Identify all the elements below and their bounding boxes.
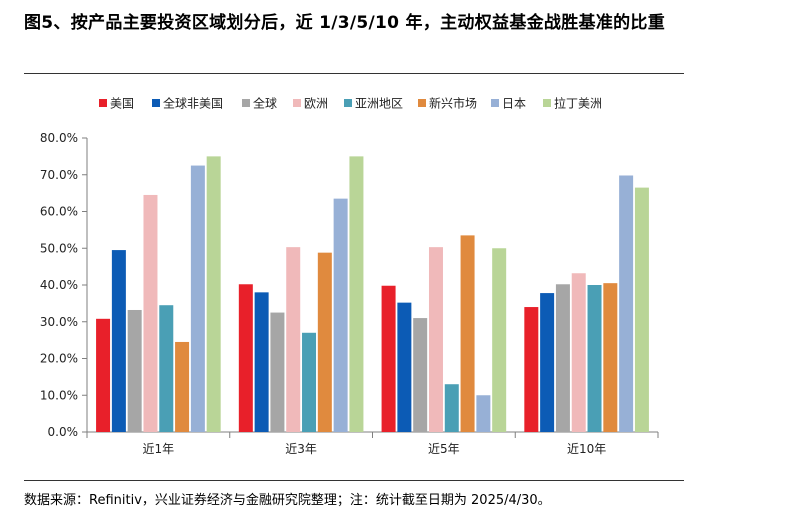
y-tick-label: 40.0% xyxy=(40,278,78,292)
x-tick-label: 近10年 xyxy=(567,442,606,456)
y-tick-label: 50.0% xyxy=(40,241,78,255)
legend-swatch xyxy=(293,99,301,107)
y-tick-label: 0.0% xyxy=(48,425,79,439)
bar xyxy=(428,247,443,432)
y-tick-label: 20.0% xyxy=(40,352,78,366)
legend-label: 拉丁美洲 xyxy=(554,96,602,111)
legend-swatch xyxy=(543,99,551,107)
bar xyxy=(143,194,158,432)
x-tick-label: 近3年 xyxy=(285,442,317,456)
bar xyxy=(619,175,634,433)
legend-label: 亚洲地区 xyxy=(355,97,403,111)
legend-label: 新兴市场 xyxy=(429,96,477,111)
x-tick-label: 近1年 xyxy=(143,442,175,456)
bar xyxy=(397,302,412,432)
legend-label: 日本 xyxy=(502,97,526,111)
bar xyxy=(206,156,221,432)
legend-label: 美国 xyxy=(110,97,134,111)
bar xyxy=(254,292,269,432)
y-tick-label: 60.0% xyxy=(40,205,78,219)
bar xyxy=(159,305,174,432)
bar xyxy=(460,235,475,432)
bar xyxy=(190,165,205,432)
bar xyxy=(302,332,317,432)
bar xyxy=(111,250,126,432)
bar-chart: 0.0% 10.0% 20.0% 30.0% 40.0% 50.0% 60.0% 70.0% 8… xyxy=(40,96,659,456)
legend-label: 全球 xyxy=(253,96,277,111)
bar xyxy=(476,395,491,432)
legend-label: 欧洲 xyxy=(304,97,328,111)
bar xyxy=(349,156,364,432)
bar xyxy=(333,198,348,432)
bar xyxy=(444,384,459,432)
bar xyxy=(238,284,253,432)
bar xyxy=(492,248,507,432)
bar xyxy=(317,252,332,432)
footer-divider xyxy=(24,480,684,481)
legend-swatch xyxy=(491,99,499,107)
y-tick-label: 10.0% xyxy=(40,388,78,402)
bar xyxy=(175,341,190,432)
bar xyxy=(286,247,301,432)
legend-label: 全球非美国 xyxy=(163,96,223,111)
y-tick-label: 30.0% xyxy=(40,315,78,329)
bar xyxy=(555,284,570,432)
bar xyxy=(634,187,649,432)
bar xyxy=(540,293,555,432)
figure-title: 图5、按产品主要投资区域划分后，近 1/3/5/10 年，主动权益基金战胜基准的… xyxy=(24,13,666,33)
y-tick-label: 80.0% xyxy=(40,131,78,145)
bar xyxy=(571,273,586,432)
legend-swatch xyxy=(152,99,160,107)
legend-swatch xyxy=(242,99,250,107)
source-note: 数据来源：Refinitiv，兴业证券经济与金融研究院整理；注：统计截至日期为 … xyxy=(24,493,551,508)
bar xyxy=(587,285,602,432)
legend-swatch xyxy=(418,99,426,107)
y-tick-label: 70.0% xyxy=(40,168,78,182)
bar xyxy=(603,283,618,432)
title-divider xyxy=(24,73,684,74)
bar xyxy=(270,312,285,432)
bar xyxy=(413,318,428,432)
bar xyxy=(381,285,396,432)
legend-swatch xyxy=(99,99,107,107)
bar xyxy=(96,318,111,432)
x-tick-label: 近5年 xyxy=(428,442,460,456)
bar xyxy=(127,309,142,432)
legend-swatch xyxy=(344,99,352,107)
bar xyxy=(524,307,539,432)
